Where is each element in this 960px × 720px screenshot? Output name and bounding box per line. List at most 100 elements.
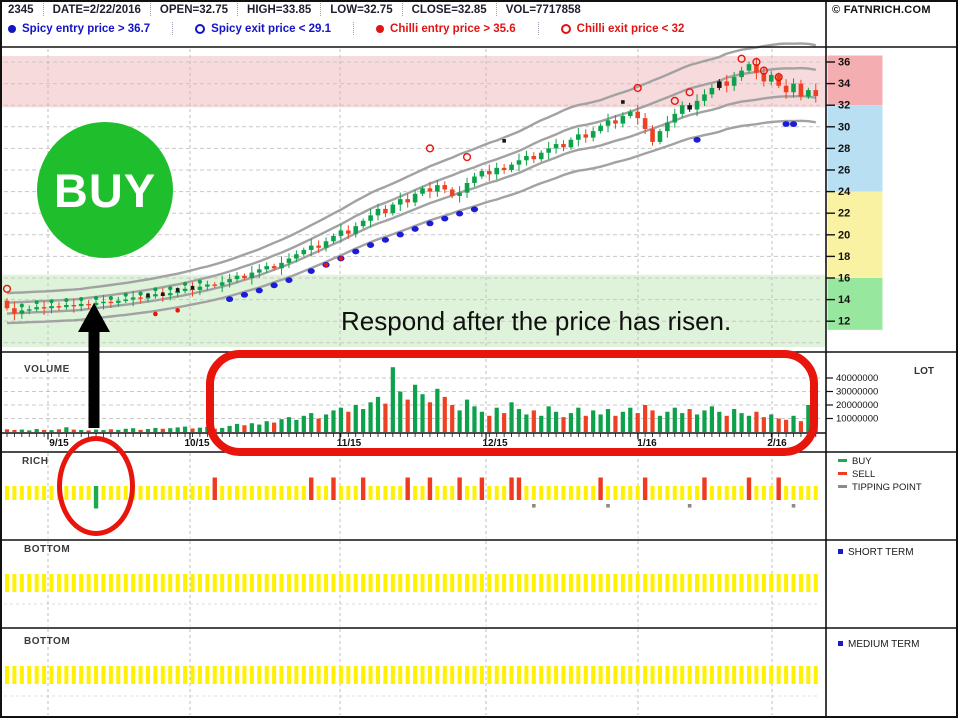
- rich-neutral-bar: [242, 486, 247, 500]
- rich-neutral-bar: [183, 486, 188, 500]
- rich-neutral-bar: [769, 486, 774, 500]
- candle: [130, 297, 136, 300]
- rich-sell-bar: [309, 477, 314, 500]
- chilli-dot: [175, 308, 180, 313]
- bottom-bar: [465, 574, 470, 592]
- price-tick-label: 20: [838, 229, 850, 241]
- chilli-entry-legend: Chilli entry price > 35.6: [376, 23, 516, 35]
- candle: [353, 226, 359, 234]
- medium-term-label: MEDIUM TERM: [848, 639, 919, 650]
- bottom-bar: [183, 666, 188, 684]
- rich-neutral-bar: [635, 486, 640, 500]
- volume-bar: [457, 410, 462, 432]
- bottom-bar: [657, 574, 662, 592]
- volume-bar: [93, 429, 99, 432]
- candle: [86, 303, 91, 306]
- candle: [702, 94, 707, 101]
- rich-neutral-bar: [591, 486, 596, 500]
- candle: [731, 77, 737, 86]
- candle: [234, 275, 240, 280]
- volume-bar: [19, 429, 24, 432]
- bottom-bar: [776, 666, 781, 684]
- signal-label: Spicy exit price < 29.1: [211, 22, 332, 35]
- candle: [182, 288, 188, 291]
- bottom-bar: [309, 666, 314, 684]
- bottom-bar: [680, 574, 685, 592]
- bottom-bar: [413, 574, 418, 592]
- bottom-bar: [724, 666, 729, 684]
- bottom-bar: [739, 574, 744, 592]
- green-dot: [79, 296, 84, 302]
- bottom-bar: [776, 574, 781, 592]
- spicy-entry-dot: [693, 136, 701, 143]
- volume-bar: [190, 428, 195, 432]
- volume-bar: [598, 414, 603, 432]
- bottom-bar: [27, 666, 32, 684]
- rich-neutral-bar: [145, 486, 150, 500]
- rich-neutral-bar: [286, 486, 291, 500]
- volume-bar: [613, 415, 618, 432]
- bottom-bar: [227, 574, 232, 592]
- bottom-bar: [19, 666, 24, 684]
- candle: [672, 113, 678, 123]
- bottom-bar: [398, 666, 403, 684]
- volume-highlight-box: [206, 350, 818, 456]
- rich-neutral-bar: [650, 486, 655, 500]
- rich-neutral-bar: [709, 486, 714, 500]
- bottom-bar: [86, 574, 91, 592]
- bottom-bar: [42, 666, 47, 684]
- chilli-exit-legend: Chilli exit price < 32: [560, 23, 684, 35]
- legend-swatch: [838, 549, 843, 554]
- volume-bar: [665, 411, 670, 432]
- candle: [427, 188, 433, 192]
- volume-bar: [643, 405, 648, 432]
- bottom-bar: [197, 666, 202, 684]
- volume-bar: [145, 429, 151, 432]
- bottom-bar: [257, 574, 262, 592]
- bottom-bar: [635, 666, 640, 684]
- bottom-bar: [620, 574, 625, 592]
- legend-swatch: [838, 472, 847, 475]
- bottom-bar: [56, 574, 61, 592]
- rich-sell-bar: [746, 477, 752, 500]
- volume-bar: [279, 419, 284, 432]
- green-dot: [197, 279, 203, 284]
- candle: [167, 293, 173, 296]
- volume-bar: [524, 414, 529, 432]
- price-tick-label: 14: [838, 294, 851, 306]
- rich-neutral-bar: [279, 486, 284, 500]
- bottom-bar: [568, 574, 573, 592]
- bottom-bar: [138, 574, 143, 592]
- bottom-bar: [502, 666, 507, 684]
- bottom-bar: [709, 666, 714, 684]
- candle: [205, 284, 210, 287]
- volume-bar: [249, 423, 254, 432]
- chilli-dot: [338, 256, 344, 261]
- bottom-bar: [145, 574, 150, 592]
- volume-bar: [413, 384, 418, 432]
- candle: [798, 83, 804, 97]
- price-tick-label: 12: [838, 316, 850, 328]
- copyright: © FATNRICH.COM: [832, 4, 931, 16]
- spicy-entry-dot: [226, 296, 234, 303]
- rich-neutral-bar: [12, 486, 17, 500]
- bottom-bar: [524, 666, 529, 684]
- green-dot: [64, 298, 69, 303]
- price-tick-label: 28: [838, 143, 850, 155]
- candle: [308, 245, 314, 250]
- bottom-bar: [183, 574, 188, 592]
- bottom-bar: [145, 666, 150, 684]
- x-tick-label: 12/15: [482, 438, 507, 449]
- rich-neutral-bar: [160, 486, 165, 500]
- volume-tick-label: 20000000: [836, 400, 878, 411]
- candle: [642, 118, 648, 129]
- candle: [516, 160, 522, 165]
- bottom-bar: [56, 666, 61, 684]
- bottom-bar: [42, 574, 47, 592]
- bottom-bar: [724, 574, 729, 592]
- volume-bar: [353, 405, 358, 432]
- bottom-bar: [190, 666, 195, 684]
- candle: [145, 296, 151, 299]
- rich-neutral-bar: [717, 486, 722, 500]
